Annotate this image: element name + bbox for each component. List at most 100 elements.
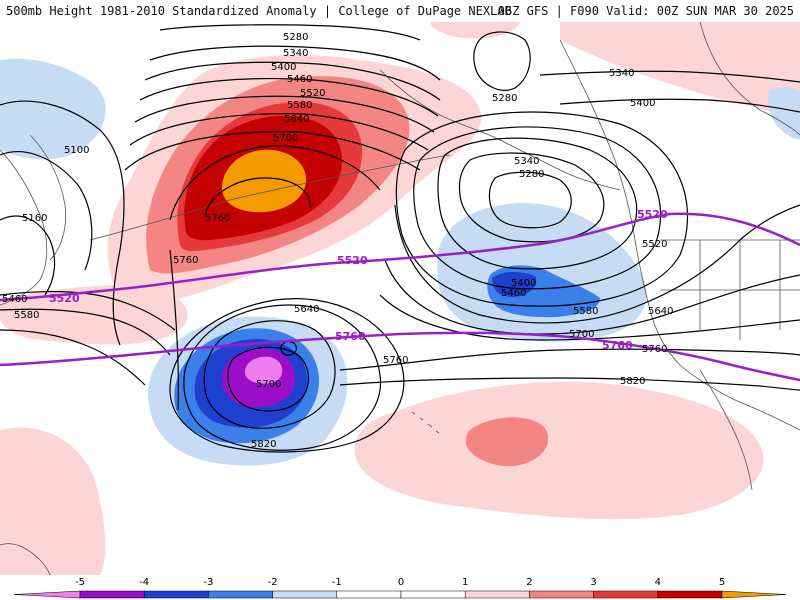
contour-5340-east: [539, 70, 800, 83]
contour-west-2: [0, 151, 93, 271]
label-5760-left: 5760: [173, 255, 198, 266]
pos2-south: [465, 417, 549, 467]
contour-5400-east: [559, 98, 800, 113]
label-5400-low: 5400: [511, 278, 536, 289]
label-5280-low-north: 5280: [492, 93, 517, 104]
color-bar-ticks: -5 -4 -3 -2 -1 0 1 2 3 4 5: [75, 577, 725, 588]
color-bar-segment: [400, 590, 466, 599]
label-5520-top: 5520: [300, 88, 325, 99]
pos1-south-broad: [354, 381, 764, 520]
contour-5340-north: [149, 45, 441, 81]
contour-5520-north: [134, 95, 435, 133]
map-title: 500mb Height 1981-2010 Standardized Anom…: [6, 4, 512, 18]
west-asia-coast-small: [0, 543, 51, 575]
color-bar-segment: [272, 590, 338, 599]
color-bar-arrow-high: [721, 590, 787, 599]
header: 500mb Height 1981-2010 Standardized Anom…: [0, 0, 800, 22]
color-bar-segments: [13, 590, 787, 599]
contour-5580-left: [0, 308, 171, 356]
anomaly-shading: [0, 22, 800, 575]
contour-low-5280: [488, 171, 572, 229]
contour-west-3: [0, 215, 56, 296]
color-bar-segment: [529, 590, 594, 599]
kamchatka-coastline: [29, 134, 67, 261]
aleutian-chain: [89, 154, 451, 241]
pos1-north-strip: [430, 22, 520, 39]
asia-coastline: [0, 149, 48, 306]
color-bar-tick-label: 2: [526, 577, 532, 588]
contour-5400-north: [144, 61, 441, 101]
label-purple-5520-right: 5520: [637, 208, 668, 221]
label-5280-low: 5280: [519, 169, 544, 180]
label-5640-cut: 5640: [294, 304, 319, 315]
label-5460-low: 5460: [501, 288, 526, 299]
color-bar: -5 -4 -3 -2 -1 0 1 2 3 4 5: [0, 575, 800, 600]
neg3-west-coast-low: [492, 272, 537, 298]
color-bar-segment: [336, 590, 402, 599]
contour-5820-east: [339, 377, 800, 391]
contour-5280-north: [159, 24, 421, 41]
purple-contours: [0, 212, 800, 382]
label-5700-cut: 5700: [256, 379, 281, 390]
contour-labels: 5280 5340 5400 5460 5520 5580 5640 5700 …: [2, 32, 673, 450]
label-5640-low: 5640: [648, 306, 673, 317]
color-bar-segment: [143, 590, 209, 599]
alaska-coastline: [379, 69, 621, 191]
contour-5460-left: [0, 290, 176, 331]
color-bar-segment: [208, 590, 273, 599]
label-purple-5520-mid: 5520: [337, 254, 368, 267]
contour-low-5460: [413, 126, 662, 290]
label-5340-east: 5340: [609, 68, 634, 79]
label-5520-low: 5520: [642, 239, 667, 250]
hawaii-islands: [411, 411, 440, 434]
color-bar-segment: [593, 590, 659, 599]
color-bar-tick-label: 5: [719, 577, 725, 588]
contour-cut-5700: [227, 346, 310, 412]
label-5460-left: 5460: [2, 294, 27, 305]
label-5460-top: 5460: [287, 74, 312, 85]
height-contours: [0, 24, 800, 453]
color-bar-segment: [657, 590, 723, 599]
label-5160: 5160: [22, 213, 47, 224]
contour-west-1: [0, 100, 125, 346]
label-5400-east: 5400: [630, 98, 655, 109]
contour-5700-ridge: [169, 145, 381, 221]
neg1-far-east: [768, 87, 800, 140]
color-bar-arrow-low: [13, 590, 81, 599]
map-canvas: 5280 5340 5400 5460 5520 5580 5640 5700 …: [0, 22, 800, 575]
color-bar-tick-label: -4: [139, 577, 149, 588]
contour-5760-ridge: [204, 177, 311, 216]
contour-low-5640: [384, 259, 800, 335]
color-bar-tick-label: -1: [332, 577, 342, 588]
hudson-coast: [699, 22, 800, 136]
label-5820-east: 5820: [620, 376, 645, 387]
contour-low-5400: [437, 137, 638, 270]
neg1-northwest: [0, 58, 106, 160]
label-5400-top: 5400: [271, 62, 296, 73]
color-bar-tick-label: 1: [462, 577, 468, 588]
color-bar-tick-label: 4: [655, 577, 661, 588]
pos1-northeast: [560, 22, 800, 120]
label-5640-top: 5640: [284, 114, 309, 125]
contour-far-west: [0, 329, 146, 386]
color-bar-tick-label: -5: [75, 577, 85, 588]
baja-coastline: [699, 369, 753, 491]
contour-low-5520: [395, 111, 688, 307]
color-bar-segment: [464, 590, 530, 599]
color-bar-tick-label: 3: [590, 577, 596, 588]
label-5580-low: 5580: [573, 306, 598, 317]
label-5580-left: 5580: [14, 310, 39, 321]
contour-5280-closed-north: [473, 31, 531, 91]
label-purple-5760-right: 5760: [602, 339, 633, 352]
label-5280-top: 5280: [283, 32, 308, 43]
label-5100: 5100: [64, 145, 89, 156]
label-5760-ridge: 5760: [205, 213, 230, 224]
label-5760-low: 5760: [642, 344, 667, 355]
contour-cut-5820: [169, 298, 405, 453]
label-purple-5520-left: 5520: [49, 292, 80, 305]
contour-5460-north: [139, 78, 439, 117]
label-5700-ridge: 5700: [273, 133, 298, 144]
color-bar-tick-label: -2: [268, 577, 278, 588]
label-5820-cut: 5820: [251, 439, 276, 450]
color-bar-tick-label: 0: [398, 577, 404, 588]
